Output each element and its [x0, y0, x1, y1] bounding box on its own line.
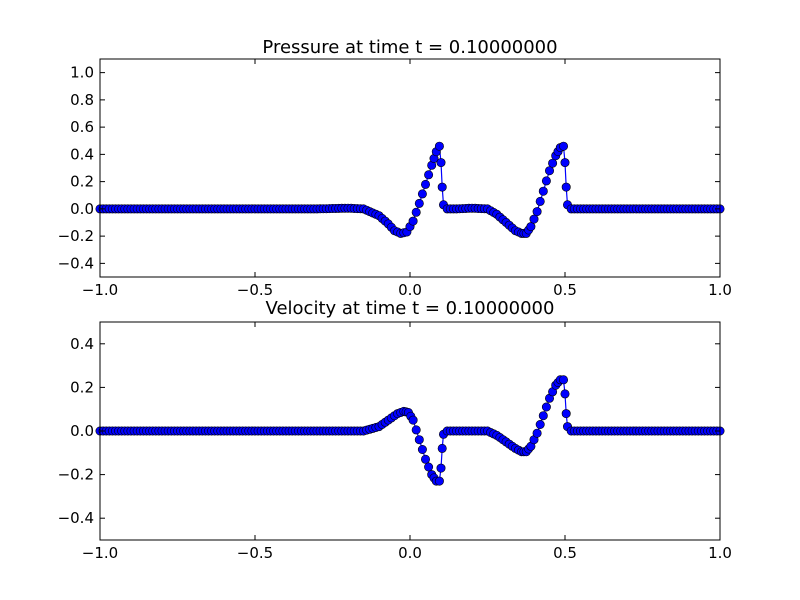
pressure-ytick-label: 0.4 — [70, 145, 94, 163]
pressure-ytick-label: −0.4 — [58, 254, 94, 272]
pressure-ytick-label: −0.2 — [58, 227, 94, 245]
pressure-xtick-label: −1.0 — [82, 281, 118, 299]
velocity-data-point — [558, 375, 568, 385]
pressure-ytick-label: 0.2 — [70, 173, 94, 191]
velocity-data-point — [532, 428, 542, 438]
velocity-data-point — [408, 415, 418, 425]
pressure-ytick-label: 0.0 — [70, 200, 94, 218]
velocity-data-point — [560, 389, 570, 399]
pressure-ticks: −1.0 −0.5 0.0 0.5 1.0 −0.4 −0.2 0.0 0.2 0.4 0.6 0.8… — [58, 59, 732, 299]
velocity-data-point — [414, 435, 424, 445]
pressure-data-point — [532, 207, 542, 217]
velocity-data-point — [538, 411, 548, 421]
velocity-data-point — [437, 443, 447, 453]
velocity-xtick-label: 0.5 — [553, 544, 577, 562]
pressure-data-point — [529, 214, 539, 224]
pressure-ytick-label: 0.6 — [70, 118, 94, 136]
velocity-data-point — [434, 476, 444, 486]
velocity-plot-area — [95, 375, 725, 486]
velocity-ytick-label: 0.2 — [70, 378, 94, 396]
pressure-xtick-label: 0.5 — [553, 281, 577, 299]
velocity-data-point — [535, 419, 545, 429]
pressure-data-point — [558, 141, 568, 151]
velocity-data-point — [420, 454, 430, 464]
pressure-data-point — [544, 166, 554, 176]
pressure-data-point — [548, 158, 558, 168]
velocity-data-point — [417, 444, 427, 454]
pressure-data-point — [538, 186, 548, 196]
velocity-ytick-label: −0.2 — [58, 466, 94, 484]
pressure-title: Pressure at time t = 0.10000000 — [262, 37, 557, 58]
pressure-ytick-label: 1.0 — [70, 64, 94, 82]
velocity-data-point — [541, 402, 551, 412]
velocity-ytick-label: −0.4 — [58, 509, 94, 527]
pressure-data-point — [411, 207, 421, 217]
pressure-data-point — [420, 179, 430, 189]
velocity-title: Velocity at time t = 0.10000000 — [266, 298, 555, 319]
pressure-data-point — [417, 189, 427, 199]
velocity-ticks: −1.0 −0.5 0.0 0.5 1.0 −0.4 −0.2 0.0 0.2 0.4 — [58, 322, 732, 562]
velocity-subplot: Velocity at time t = 0.10000000 −1.0 −0.5… — [58, 298, 732, 562]
pressure-data-point — [408, 216, 418, 226]
velocity-data-point — [424, 462, 434, 472]
pressure-xtick-label: 0.0 — [398, 281, 422, 299]
pressure-data-point — [541, 176, 551, 186]
velocity-xtick-label: −0.5 — [237, 544, 273, 562]
pressure-data-point — [436, 158, 446, 168]
velocity-data-point — [411, 425, 421, 435]
velocity-xtick-label: 0.0 — [398, 544, 422, 562]
pressure-xtick-label: −0.5 — [237, 281, 273, 299]
velocity-xtick-label: −1.0 — [82, 544, 118, 562]
velocity-data-point — [561, 409, 571, 419]
velocity-data-point — [436, 463, 446, 473]
velocity-ytick-label: 0.0 — [70, 422, 94, 440]
pressure-subplot: Pressure at time t = 0.10000000 −1.0 −0.5… — [58, 37, 732, 299]
pressure-plot-area — [95, 141, 725, 238]
pressure-data-point — [414, 198, 424, 208]
pressure-data-point — [424, 170, 434, 180]
pressure-xtick-label: 1.0 — [708, 281, 732, 299]
pressure-data-point — [561, 182, 571, 192]
pressure-data-point — [526, 222, 536, 232]
velocity-ytick-label: 0.4 — [70, 335, 94, 353]
pressure-data-point — [437, 182, 447, 192]
pressure-data-point — [560, 158, 570, 168]
pressure-ytick-label: 0.8 — [70, 91, 94, 109]
pressure-data-point — [535, 196, 545, 206]
velocity-xtick-label: 1.0 — [708, 544, 732, 562]
pressure-data-point — [434, 141, 444, 151]
